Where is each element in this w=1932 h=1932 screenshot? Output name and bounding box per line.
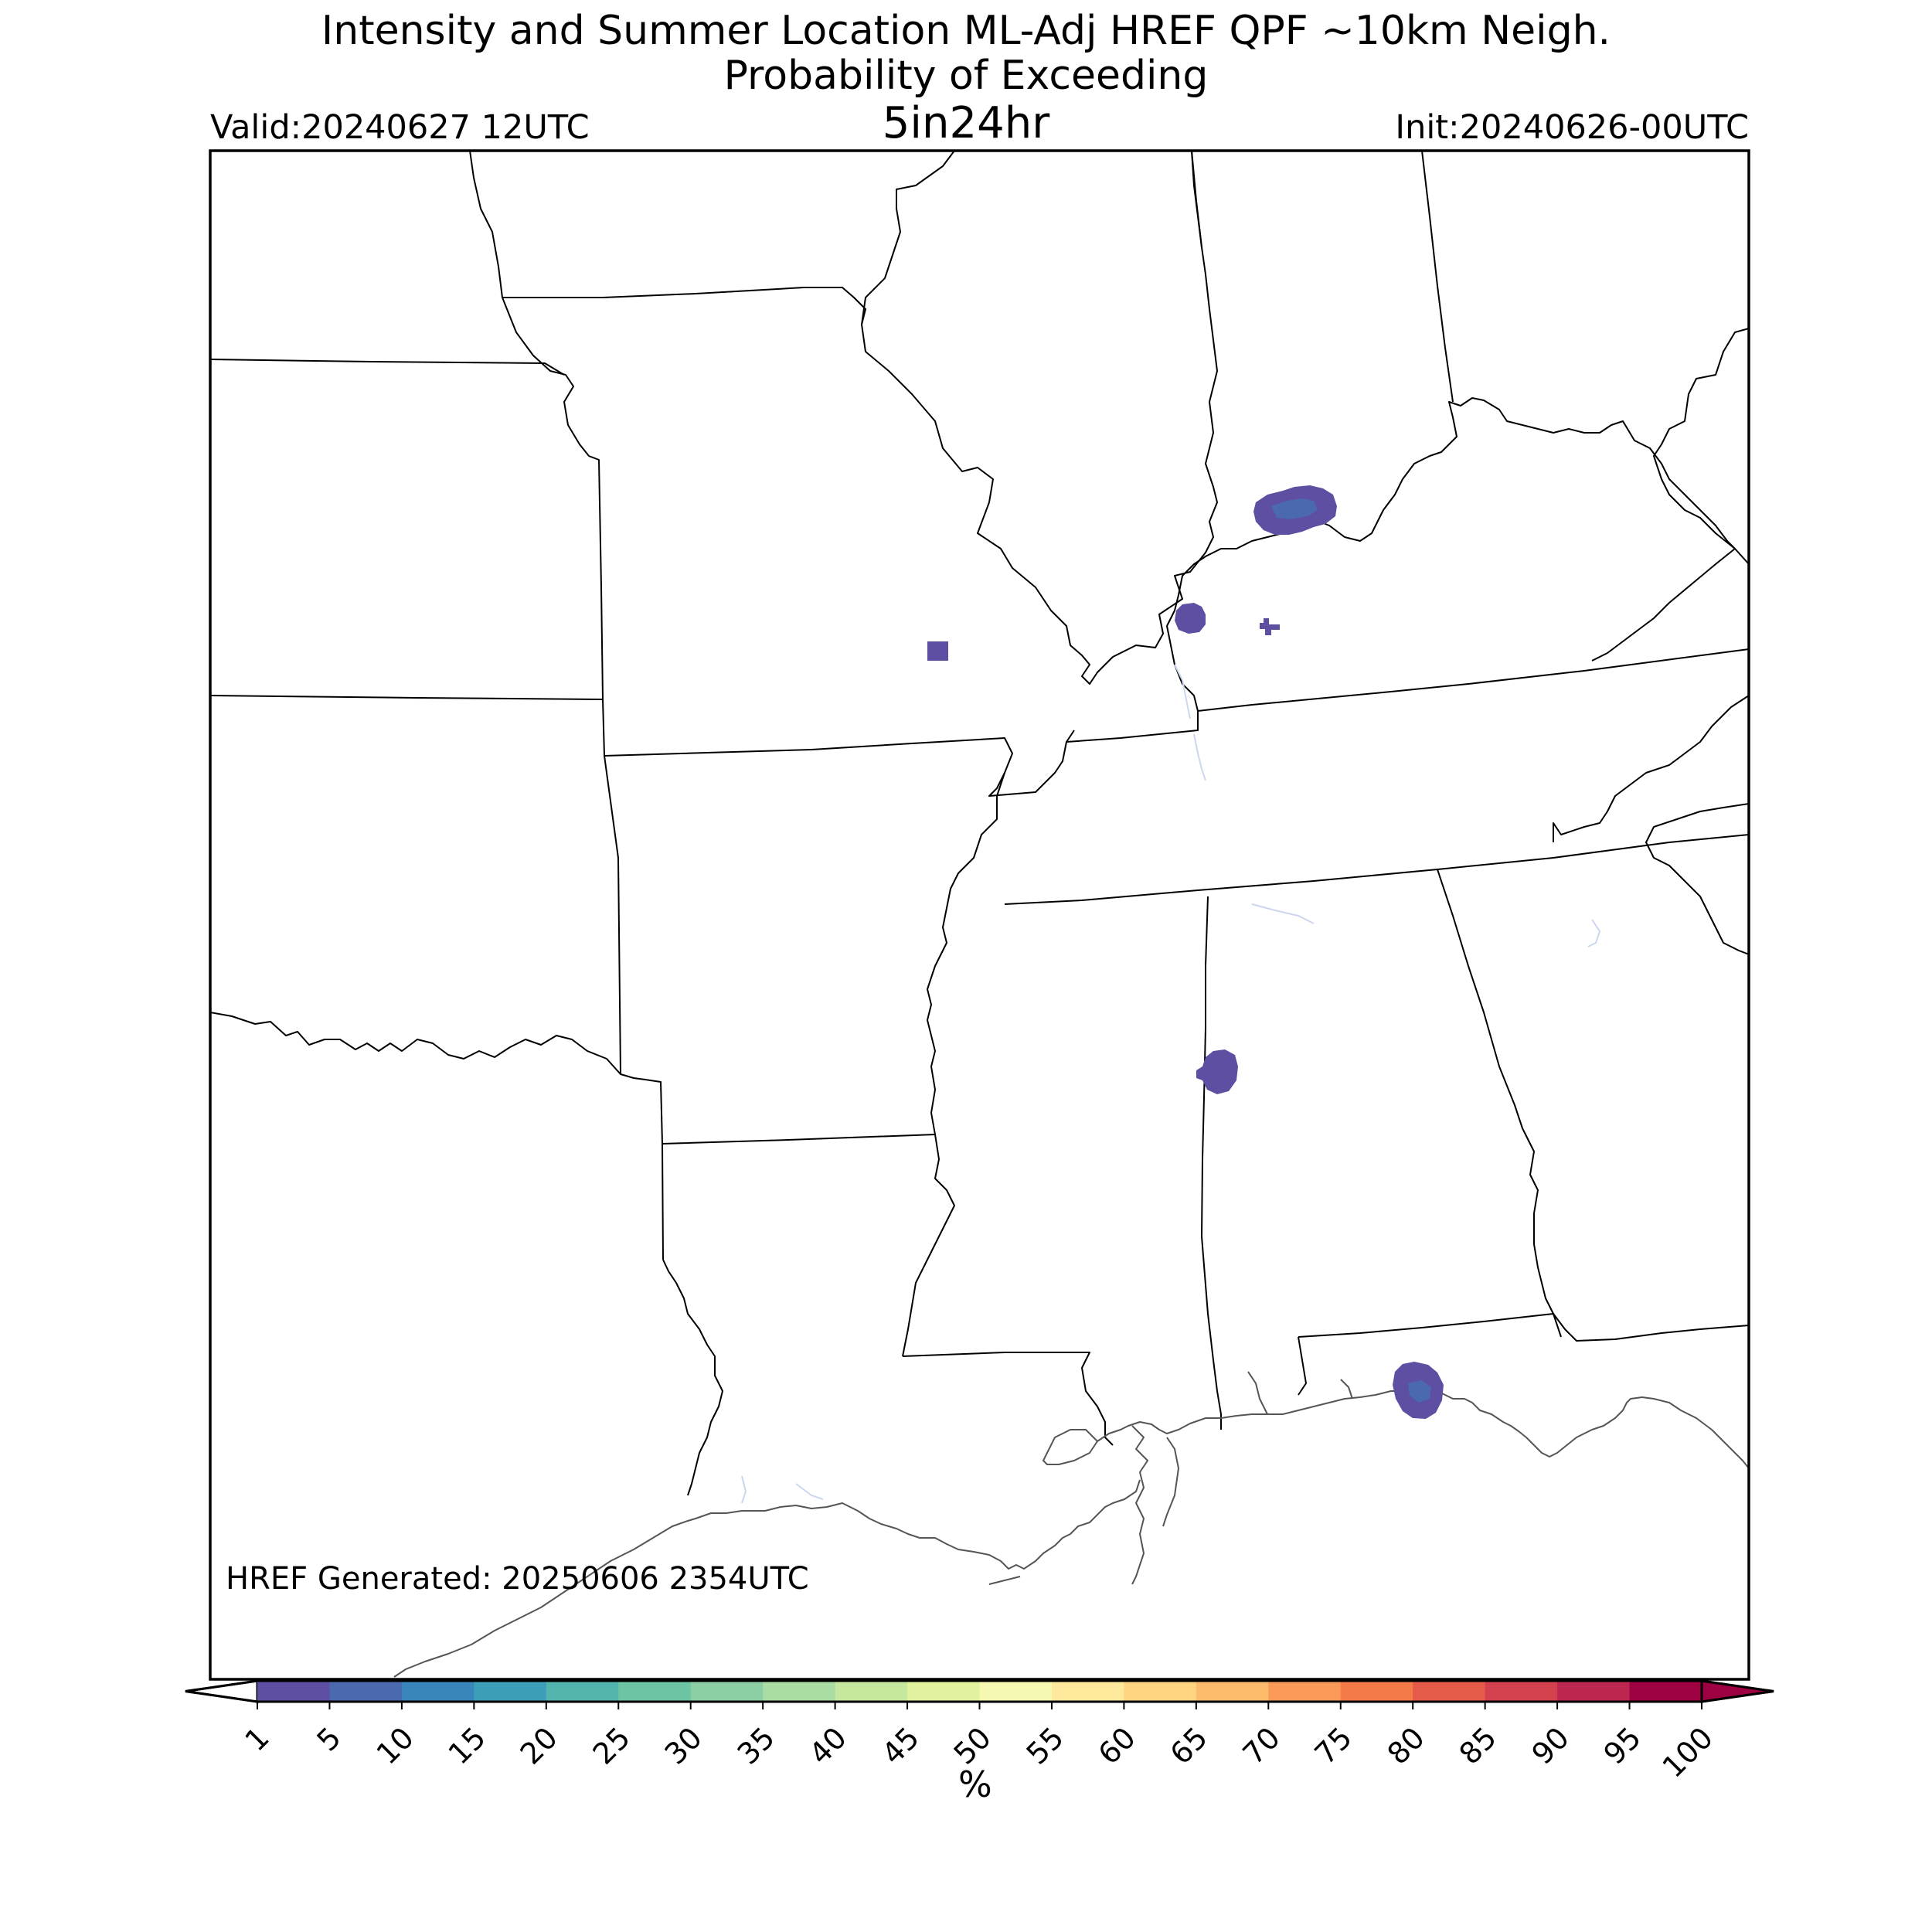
- lakes: [741, 664, 1601, 1504]
- colorbar-segment: [907, 1681, 981, 1702]
- chart-title-line2: Probability of Exceeding: [723, 53, 1209, 99]
- colorbar-segment: [979, 1681, 1053, 1702]
- colorbar-segment: [1268, 1681, 1342, 1702]
- colorbar-segment: [1485, 1681, 1558, 1702]
- colorbar-segment: [1196, 1681, 1269, 1702]
- valid-time: Valid:20240627 12UTC: [210, 108, 590, 147]
- colorbar: [185, 1679, 1774, 1709]
- colorbar-segment: [257, 1681, 331, 1702]
- colorbar-over-extension: [1700, 1679, 1774, 1703]
- prob-area-southern-indiana-core: [1271, 498, 1318, 519]
- colorbar-segment: [401, 1681, 474, 1702]
- prob-area-central-mississippi: [1196, 1049, 1238, 1094]
- colorbar-segment: [690, 1681, 764, 1702]
- init-time: Init:20240626-00UTC: [1395, 108, 1749, 147]
- colorbar-segment: [1629, 1681, 1702, 1702]
- prob-area-central-missouri: [927, 641, 948, 661]
- colorbar-segment: [1124, 1681, 1197, 1702]
- colorbar-segment: [763, 1681, 836, 1702]
- colorbar-unit-label: %: [958, 1764, 992, 1805]
- colorbar-segment: [1051, 1681, 1124, 1702]
- colorbar-segment: [474, 1681, 547, 1702]
- chart-title-line1: Intensity and Summer Location ML-Adj HRE…: [321, 8, 1611, 54]
- coastline: [393, 1371, 1749, 1678]
- colorbar-segment: [546, 1681, 619, 1702]
- prob-area-western-kentucky: [1175, 603, 1206, 634]
- map-panel: [210, 151, 1749, 1678]
- colorbar-segment: [618, 1681, 692, 1702]
- prob-area-western-kentucky-small: [1260, 618, 1280, 635]
- probability-areas: [927, 485, 1444, 1419]
- colorbar-segment: [1340, 1681, 1413, 1702]
- state-boundaries: [210, 151, 1749, 1496]
- colorbar-segment: [329, 1681, 403, 1702]
- colorbar-segment: [1413, 1681, 1486, 1702]
- colorbar-segment: [835, 1681, 908, 1702]
- prob-area-florida-panhandle-core: [1408, 1380, 1431, 1403]
- generated-timestamp: HREF Generated: 20250606 2354UTC: [226, 1561, 809, 1597]
- map-frame: [209, 149, 1750, 1681]
- colorbar-segment: [1557, 1681, 1631, 1702]
- colorbar-under-extension: [185, 1679, 259, 1703]
- threshold-label: 5in24hr: [882, 98, 1050, 148]
